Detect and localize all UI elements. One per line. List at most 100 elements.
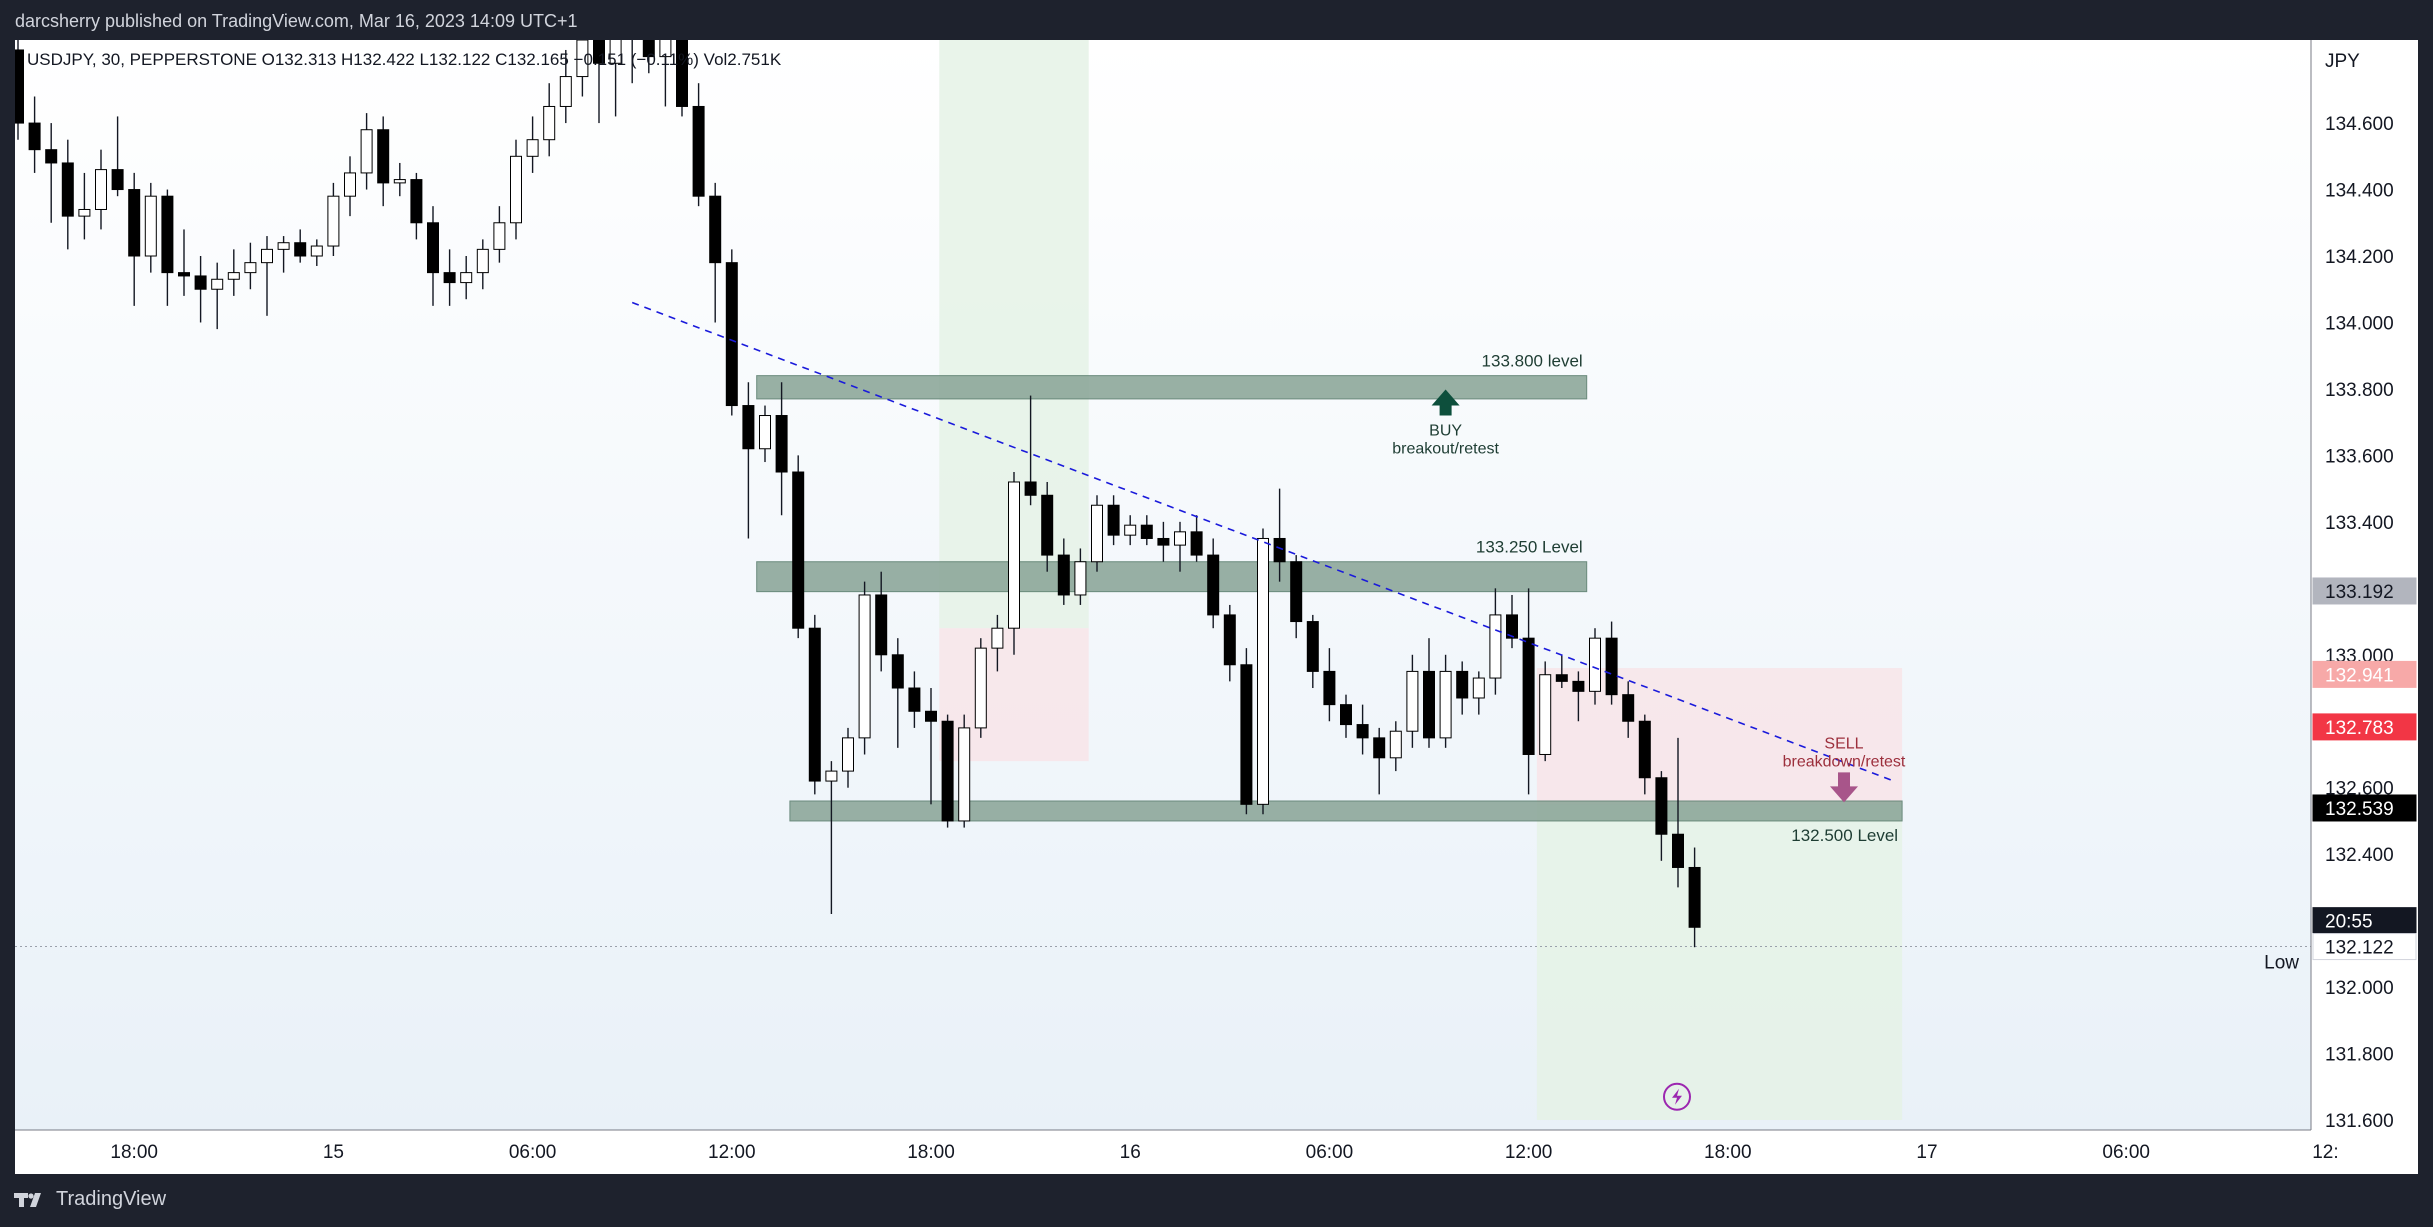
candle-body [1273,537,1286,563]
candle-body [559,76,572,107]
candle [709,182,722,323]
footer-bar: TradingView [0,1174,2433,1227]
candle [1306,614,1319,689]
x-tick-label: 12: [2312,1142,2338,1163]
x-tick-label: 06:00 [2102,1142,2150,1163]
sell-sublabel: breakdown/retest [1783,753,1906,770]
tradingview-logo[interactable]: TradingView [14,1188,166,1211]
x-tick-label: 18:00 [110,1142,158,1163]
candle-body [609,40,622,64]
candle [1373,727,1386,795]
candle [1340,694,1352,738]
candle-body [1472,677,1485,699]
x-tick-label: 18:00 [1704,1142,1752,1163]
candle [1223,604,1236,682]
y-tick-label: 134.200 [2325,247,2394,268]
short-position-target-zone [1536,804,1903,1121]
candle [95,149,107,230]
price-tag-label: 132.122 [2325,938,2394,959]
candle [1041,481,1054,572]
candle [1273,488,1286,582]
candle-body [128,189,141,257]
y-tick-label: 133.800 [2325,380,2394,401]
candle [1107,495,1120,546]
candle [1456,661,1469,715]
candle-body [78,208,91,217]
candle-body [1572,680,1585,692]
candle [842,727,854,788]
candle [742,382,755,539]
candle [1240,648,1253,815]
candle-body [277,242,290,250]
candle [1489,588,1502,695]
candle [377,116,390,207]
candle [128,172,141,306]
candle [559,49,572,124]
x-tick-label: 18:00 [907,1142,955,1163]
level-label: 132.500 Level [1791,826,1898,845]
candle-body [908,687,921,712]
candle [792,455,805,639]
candle-body [1323,670,1336,706]
candle-body [1655,777,1668,835]
x-tick-label: 15 [323,1142,344,1163]
candle-body [925,710,937,722]
candle-body [194,275,207,290]
x-tick-label: 12:00 [1505,1142,1553,1163]
level-label: 133.250 Level [1476,538,1583,557]
level-zone [756,561,1588,593]
candle-body [676,40,688,107]
candle [642,40,655,74]
candle [1539,661,1552,762]
candle [493,206,506,263]
candle-body [709,195,722,264]
candle-body [1024,481,1037,496]
candle-body [974,647,987,729]
lightning-icon [1672,1088,1682,1105]
candle [510,139,522,240]
candle [991,614,1004,672]
candle-body [858,594,871,739]
candle [1522,588,1535,795]
price-tag-label: 132.539 [2325,799,2394,820]
candle [974,638,987,738]
candle [310,239,323,266]
candle [891,638,904,748]
candle-body [510,155,522,224]
candle-body [1638,720,1651,779]
candle-body [1140,524,1153,539]
candle [1091,495,1103,572]
level-zone [756,375,1588,400]
x-tick-label: 06:00 [509,1142,557,1163]
candle [958,714,971,828]
candle-body [1107,504,1120,536]
candle-body [1373,737,1386,759]
candle-body [759,415,771,450]
candle-body [344,172,356,197]
candle-body [891,654,904,689]
candle [759,405,771,463]
candle [1389,721,1402,772]
candle [1506,594,1518,649]
candle [294,229,307,263]
candle-body [692,105,705,197]
level-zone [789,800,1903,822]
tradingview-logo-icon [14,1192,41,1207]
candle [1439,654,1452,748]
candle-body [1605,637,1618,696]
candle-body [1306,621,1319,672]
candle [1008,472,1020,655]
y-tick-label: 131.800 [2325,1045,2394,1066]
candle [676,40,688,117]
candle-body [1489,614,1502,679]
candle [28,96,41,173]
candle-body [775,415,788,473]
candle-body [61,162,74,217]
candle [1257,528,1269,815]
candle-body [1389,730,1402,759]
candle-body [725,262,738,407]
price-chart[interactable]: 133.800 level 133.250 Level 132.500 Level B… [15,40,2418,1174]
candle-body [377,129,390,184]
low-label: Low [2264,953,2299,974]
candle [1124,515,1137,546]
